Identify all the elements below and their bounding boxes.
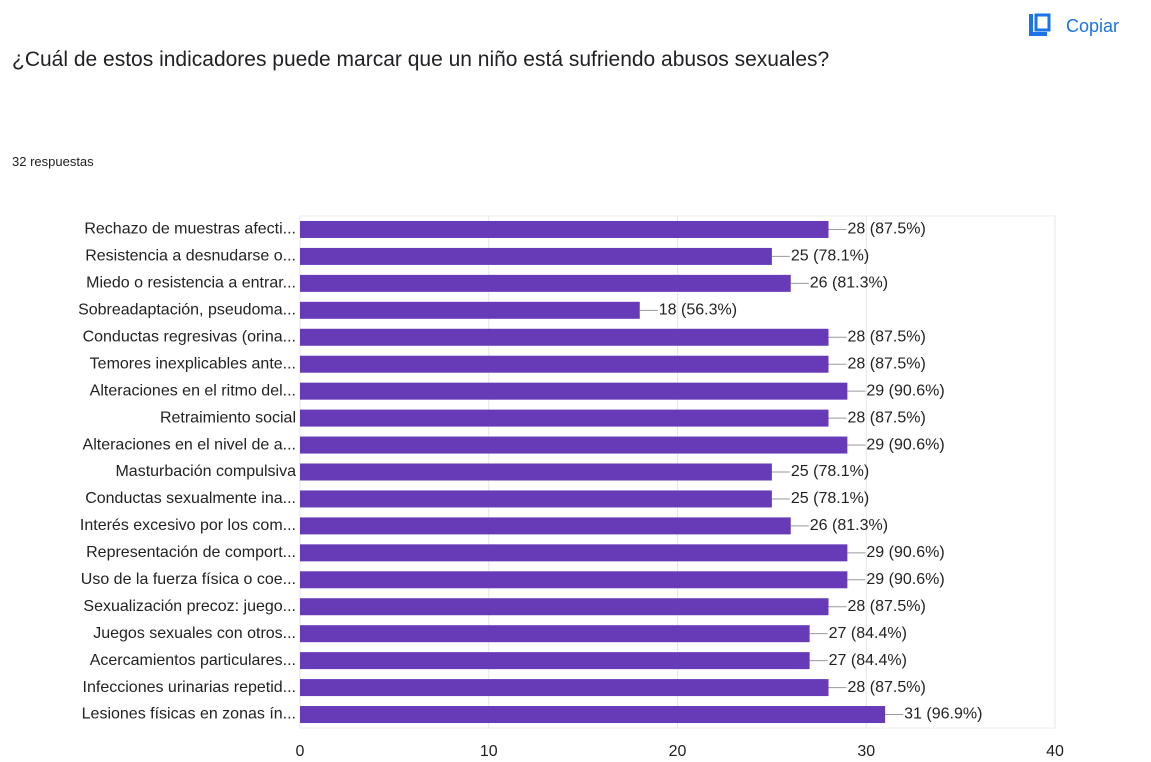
bar (300, 598, 829, 616)
y-tick-label: Alteraciones en el nivel de a... (83, 436, 296, 453)
value-label: 28 (87.5%) (848, 679, 926, 696)
chart-title: ¿Cuál de estos indicadores puede marcar … (12, 48, 830, 71)
value-label: 29 (90.6%) (866, 571, 944, 588)
y-tick-label: Alteraciones en el ritmo del... (90, 382, 296, 399)
bar (300, 301, 640, 319)
y-tick-label: Juegos sexuales con otros... (93, 625, 296, 642)
bar (300, 355, 829, 373)
bar (300, 490, 772, 508)
response-count: 32 respuestas (12, 154, 94, 169)
y-tick-label: Rechazo de muestras afecti... (84, 221, 296, 238)
y-tick-label: Miedo o resistencia a entrar... (86, 275, 296, 292)
value-label: 29 (90.6%) (866, 544, 944, 561)
bar (300, 517, 791, 535)
y-tick-label: Masturbación compulsiva (115, 463, 296, 480)
value-label: 25 (78.1%) (791, 490, 869, 507)
bar (300, 274, 791, 292)
value-label: 28 (87.5%) (848, 409, 926, 426)
y-tick-label: Infecciones urinarias repetid... (83, 679, 296, 696)
y-tick-label: Retraimiento social (160, 409, 296, 426)
value-label: 26 (81.3%) (810, 517, 888, 534)
y-tick-label: Uso de la fuerza física o coe... (81, 571, 296, 588)
value-label: 27 (84.4%) (829, 652, 907, 669)
y-tick-label: Sobreadaptación, pseudoma... (78, 302, 296, 319)
x-tick-label: 20 (669, 743, 687, 760)
y-tick-label: Resistencia a desnudarse o... (85, 248, 296, 265)
bar (300, 328, 829, 346)
bar (300, 571, 848, 589)
value-label: 28 (87.5%) (848, 221, 926, 238)
bar (300, 625, 810, 643)
value-label: 29 (90.6%) (866, 436, 944, 453)
bar (300, 220, 829, 238)
copy-icon (1029, 13, 1051, 36)
y-tick-label: Sexualización precoz: juego... (83, 598, 296, 615)
y-tick-label: Temores inexplicables ante... (90, 355, 296, 372)
value-label: 29 (90.6%) (866, 382, 944, 399)
bar (300, 652, 810, 670)
value-label: 25 (78.1%) (791, 248, 869, 265)
y-tick-label: Acercamientos particulares... (90, 652, 296, 669)
value-label: 28 (87.5%) (848, 355, 926, 372)
value-label: 27 (84.4%) (829, 625, 907, 642)
value-label: 18 (56.3%) (659, 302, 737, 319)
y-tick-label: Lesiones físicas en zonas ín... (82, 706, 296, 723)
bar (300, 706, 886, 724)
value-label: 28 (87.5%) (848, 328, 926, 345)
bar (300, 409, 829, 427)
bar (300, 463, 772, 481)
x-tick-label: 30 (857, 743, 875, 760)
y-tick-label: Representación de comport... (86, 544, 296, 561)
bar (300, 436, 848, 454)
y-tick-label: Conductas regresivas (orina... (83, 328, 296, 345)
x-tick-label: 0 (296, 743, 305, 760)
value-label: 28 (87.5%) (848, 598, 926, 615)
x-tick-label: 10 (480, 743, 498, 760)
bar (300, 679, 829, 697)
bar (300, 382, 848, 400)
value-label: 26 (81.3%) (810, 275, 888, 292)
copy-button[interactable]: Copiar (1026, 10, 1119, 42)
bar (300, 544, 848, 562)
x-tick-label: 40 (1046, 743, 1064, 760)
copy-label[interactable]: Copiar (1066, 15, 1120, 36)
value-label: 25 (78.1%) (791, 463, 869, 480)
y-tick-label: Conductas sexualmente ina... (85, 490, 296, 507)
bar (300, 247, 772, 265)
value-label: 31 (96.9%) (904, 706, 982, 723)
y-tick-label: Interés excesivo por los com... (80, 517, 296, 534)
